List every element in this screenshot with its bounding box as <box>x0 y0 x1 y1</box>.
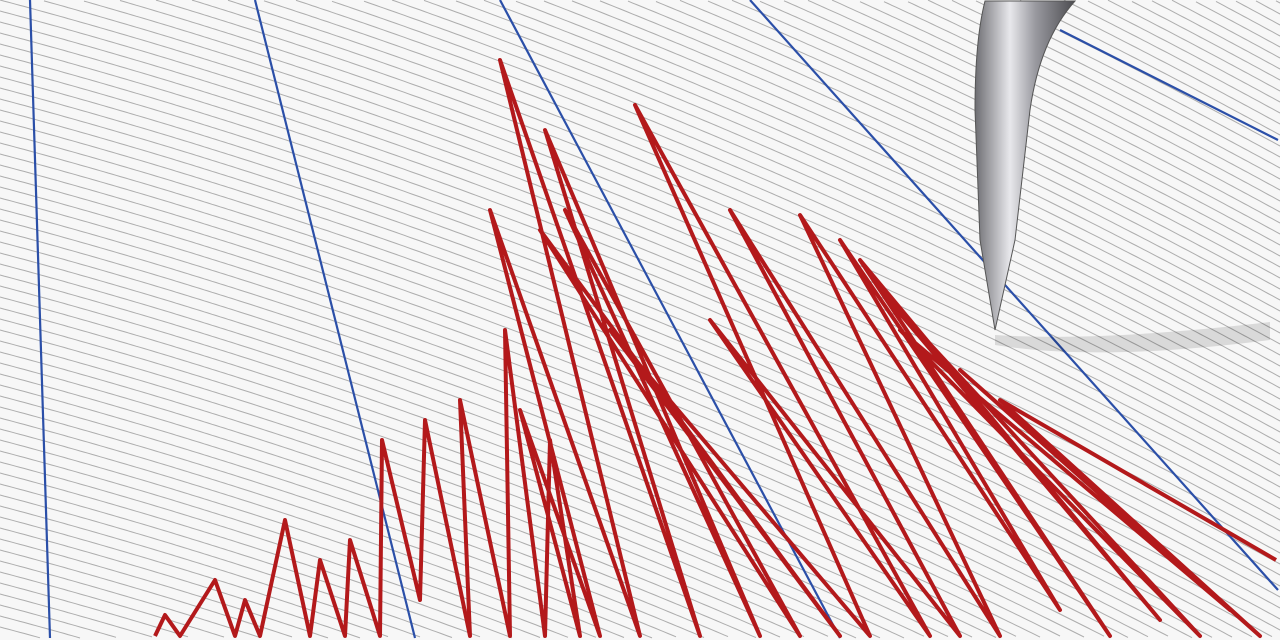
grid-line <box>0 538 329 639</box>
grid-line <box>0 285 949 637</box>
grid-line <box>1255 0 1280 15</box>
seismic-trace <box>153 58 1278 638</box>
grid-line <box>543 0 1280 345</box>
grid-line <box>0 87 1280 609</box>
grid-line <box>1063 0 1280 114</box>
blue-line <box>749 0 1279 591</box>
grid-line <box>0 164 1193 639</box>
grid-line <box>0 43 1280 565</box>
grid-line <box>227 0 1280 455</box>
grid-line <box>0 494 453 638</box>
grid-line <box>0 626 41 639</box>
grid-line <box>655 1 1280 301</box>
blue-line <box>28 0 52 639</box>
grid-line <box>455 0 1280 378</box>
grid-line <box>1171 0 1280 59</box>
trace-line <box>153 58 1278 638</box>
grid-line <box>0 527 361 639</box>
grid-line <box>43 0 1280 510</box>
grid-line <box>0 263 997 638</box>
grid-line <box>0 175 1169 637</box>
blue-line <box>253 0 417 639</box>
grid-line <box>295 0 1280 433</box>
grid-line <box>883 1 1280 202</box>
grid-line <box>0 219 1085 638</box>
grid-line <box>0 109 1280 631</box>
grid-line <box>1019 0 1280 136</box>
grid-line <box>0 340 829 637</box>
grid-line <box>0 307 905 639</box>
grid-line <box>1195 1 1280 48</box>
grid-line <box>0 560 261 638</box>
grid-line <box>859 1 1280 213</box>
grid-line <box>119 0 1280 488</box>
grid-line <box>0 65 1280 587</box>
grid-line <box>391 0 1280 400</box>
grid-line <box>807 0 1280 235</box>
grid-line <box>515 0 1280 356</box>
grid-line <box>0 593 153 638</box>
grid-line <box>571 0 1280 334</box>
grid-line <box>0 351 805 638</box>
grid-line <box>627 0 1280 312</box>
grid-line <box>0 21 1280 543</box>
grid-line <box>831 0 1280 224</box>
grid-line <box>0 0 1280 521</box>
grid-line <box>1151 0 1280 70</box>
grid-line <box>0 329 857 639</box>
grid-line <box>0 582 189 638</box>
grid-line <box>331 0 1280 422</box>
grid-line <box>0 483 481 638</box>
grid-line <box>263 0 1280 444</box>
grid-line <box>483 0 1280 367</box>
grid-line <box>0 505 421 638</box>
grid-line <box>363 0 1280 411</box>
grid-line <box>0 10 1280 532</box>
grid-line <box>0 461 541 638</box>
grid-line <box>0 439 597 638</box>
grid-line <box>155 0 1280 477</box>
grid-line <box>1215 0 1280 37</box>
grid-line <box>0 417 653 639</box>
grid-line <box>599 0 1280 323</box>
grid-line <box>0 384 729 638</box>
grid-line <box>0 120 1273 638</box>
grid-line <box>1043 0 1280 125</box>
grid-line <box>0 516 389 638</box>
grid-line <box>1131 1 1280 81</box>
grid-line <box>0 450 569 638</box>
grid-line <box>1087 0 1280 103</box>
grid-line <box>0 604 117 638</box>
stylus-needle <box>974 0 1077 331</box>
stylus-shadow <box>995 322 1270 353</box>
grid-line <box>907 1 1280 191</box>
grid-line <box>0 274 973 638</box>
grid-line <box>0 406 677 638</box>
grid-line <box>0 76 1280 598</box>
grid-line <box>0 472 513 639</box>
grid-line <box>0 362 781 638</box>
grid-line <box>0 428 625 638</box>
grid-line <box>423 0 1280 389</box>
grid-line <box>0 32 1280 554</box>
blue-line <box>1059 29 1279 141</box>
grid-line <box>1107 0 1280 92</box>
grid-line <box>0 615 81 639</box>
grid-line <box>191 0 1280 466</box>
grid-line <box>1275 0 1280 4</box>
grid-line <box>1235 0 1280 26</box>
grid-line <box>783 0 1280 246</box>
